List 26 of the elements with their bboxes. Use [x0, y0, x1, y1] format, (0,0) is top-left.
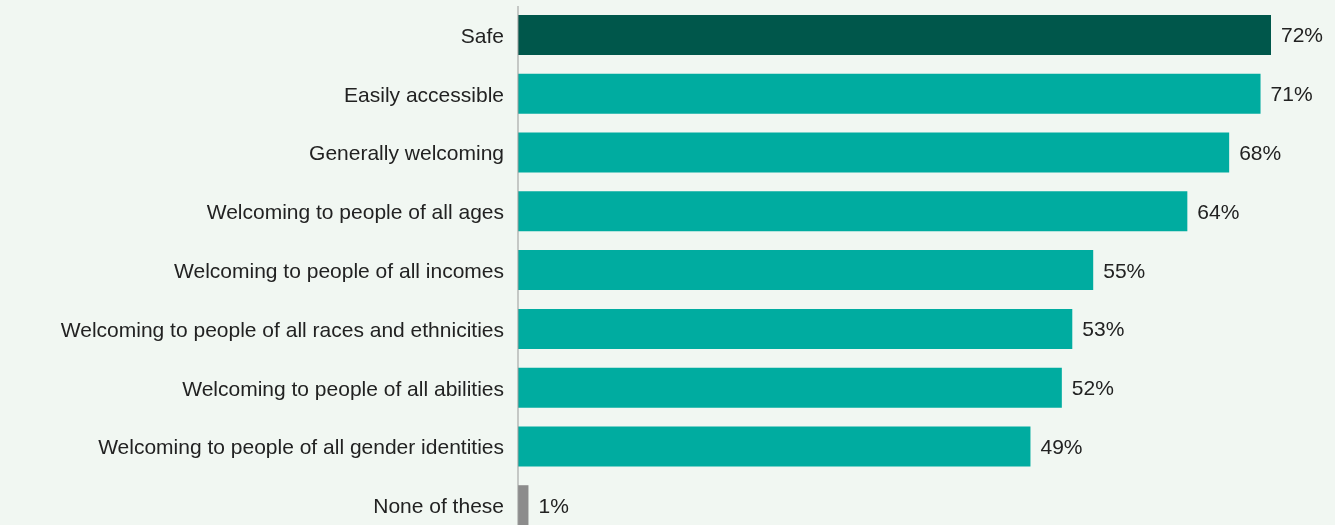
bar: [518, 73, 1261, 114]
y-tick-label: Welcoming to people of all incomes: [174, 258, 504, 282]
y-tick-label: Easily accessible: [344, 82, 504, 106]
y-tick-label: None of these: [373, 494, 504, 518]
y-tick-label: Safe: [460, 23, 504, 47]
data-label: 53%: [1082, 317, 1125, 341]
data-label: 71%: [1270, 82, 1313, 106]
bar: [518, 367, 1062, 408]
data-label: 52%: [1071, 376, 1114, 400]
bar: [518, 250, 1094, 291]
bar: [518, 308, 1073, 349]
y-tick-label: Welcoming to people of all ages: [206, 200, 504, 224]
data-label: 49%: [1040, 434, 1083, 458]
data-label: 72%: [1281, 23, 1324, 47]
data-label: 1%: [538, 493, 569, 517]
y-tick-label: Welcoming to people of all races and ethnicities: [60, 317, 504, 341]
y-tick-label: Generally welcoming: [309, 141, 504, 165]
data-label: 64%: [1197, 199, 1240, 223]
bar: [518, 191, 1188, 232]
bar: [518, 132, 1230, 173]
bar: [518, 426, 1031, 467]
y-tick-label: Welcoming to people of all gender identities: [98, 435, 504, 459]
data-label: 55%: [1103, 258, 1146, 282]
y-tick-label: Welcoming to people of all abilities: [182, 376, 504, 400]
data-label: 68%: [1239, 141, 1282, 165]
bar: [518, 15, 1271, 55]
